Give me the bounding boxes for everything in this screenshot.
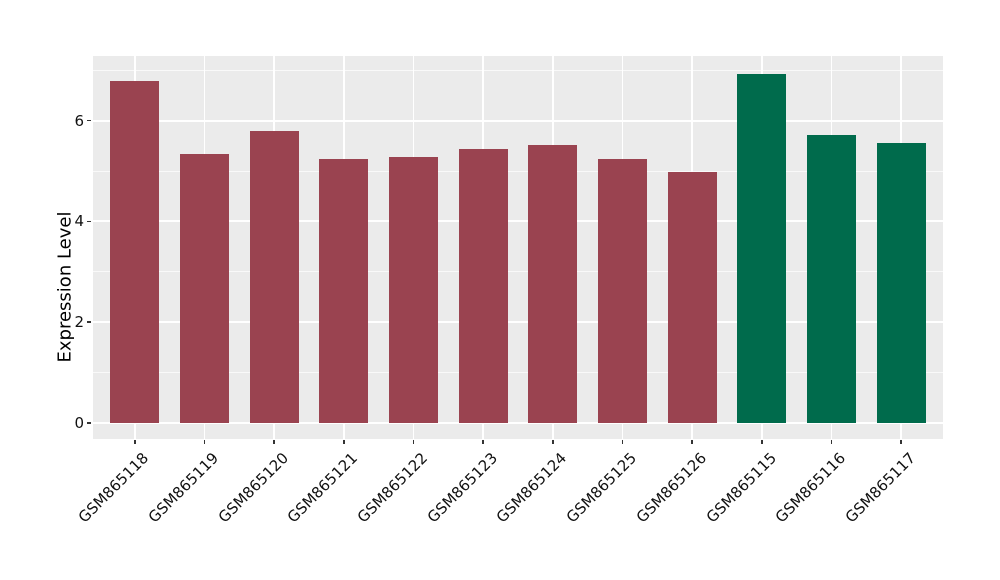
- y-tick-label: 4: [74, 212, 84, 231]
- y-tick-mark: [87, 119, 91, 122]
- x-tick-label-GSM865117: GSM865117: [841, 449, 919, 527]
- bar-GSM865124: [528, 145, 578, 423]
- y-tick-label: 2: [74, 313, 84, 332]
- bar-GSM865125: [598, 158, 647, 423]
- gridline-major-horizontal: [93, 422, 943, 424]
- x-tick-mark: [621, 439, 624, 444]
- y-tick-mark: [87, 220, 91, 223]
- x-tick-label-GSM865122: GSM865122: [353, 449, 432, 527]
- x-tick-mark: [691, 439, 693, 444]
- bar-GSM865122: [388, 156, 438, 423]
- x-tick-label-GSM865126: GSM865126: [632, 449, 710, 527]
- bar-GSM865123: [458, 148, 508, 423]
- x-tick-mark: [273, 439, 275, 444]
- x-tick-label-GSM865115: GSM865115: [702, 449, 780, 527]
- x-tick-label-GSM865123: GSM865123: [423, 449, 501, 527]
- x-tick-label-GSM865119: GSM865119: [144, 449, 223, 527]
- x-tick-mark: [482, 439, 484, 444]
- x-tick-mark: [900, 439, 902, 444]
- bar-GSM865115: [737, 73, 787, 423]
- x-tick-mark: [412, 439, 415, 444]
- bar-GSM865118: [110, 81, 160, 423]
- y-tick-label: 6: [74, 111, 84, 130]
- bar-GSM865126: [667, 172, 717, 423]
- x-tick-mark: [552, 439, 554, 444]
- bar-GSM865116: [807, 135, 857, 423]
- x-tick-mark: [343, 439, 345, 444]
- y-axis-title: Expression Level: [54, 211, 76, 363]
- gridline-minor-horizontal: [93, 271, 943, 273]
- y-tick-label: 0: [74, 414, 84, 432]
- x-tick-label-GSM865116: GSM865116: [771, 449, 850, 527]
- x-tick-mark: [203, 439, 206, 444]
- bar-GSM865117: [876, 142, 926, 423]
- gridline-minor-horizontal: [93, 170, 943, 172]
- gridline-minor-horizontal: [93, 69, 943, 71]
- x-tick-mark: [134, 439, 136, 444]
- bar-GSM865120: [249, 131, 299, 423]
- x-tick-label-GSM865120: GSM865120: [214, 449, 292, 527]
- x-tick-label-GSM865121: GSM865121: [284, 449, 362, 527]
- x-tick-label-GSM865124: GSM865124: [493, 449, 571, 527]
- gridline-minor-horizontal: [93, 372, 943, 374]
- x-tick-mark: [761, 439, 763, 444]
- y-tick-mark: [87, 422, 91, 424]
- bar-GSM865119: [179, 154, 229, 423]
- x-tick-label-GSM865118: GSM865118: [75, 449, 153, 527]
- x-tick-mark: [830, 439, 833, 444]
- plot-panel: [93, 56, 943, 439]
- gridline-major-horizontal: [93, 119, 943, 122]
- x-tick-label-GSM865125: GSM865125: [562, 449, 641, 527]
- y-tick-mark: [87, 321, 91, 323]
- bar-GSM865121: [319, 159, 369, 423]
- gridline-major-horizontal: [93, 220, 943, 223]
- gridline-major-horizontal: [93, 321, 943, 324]
